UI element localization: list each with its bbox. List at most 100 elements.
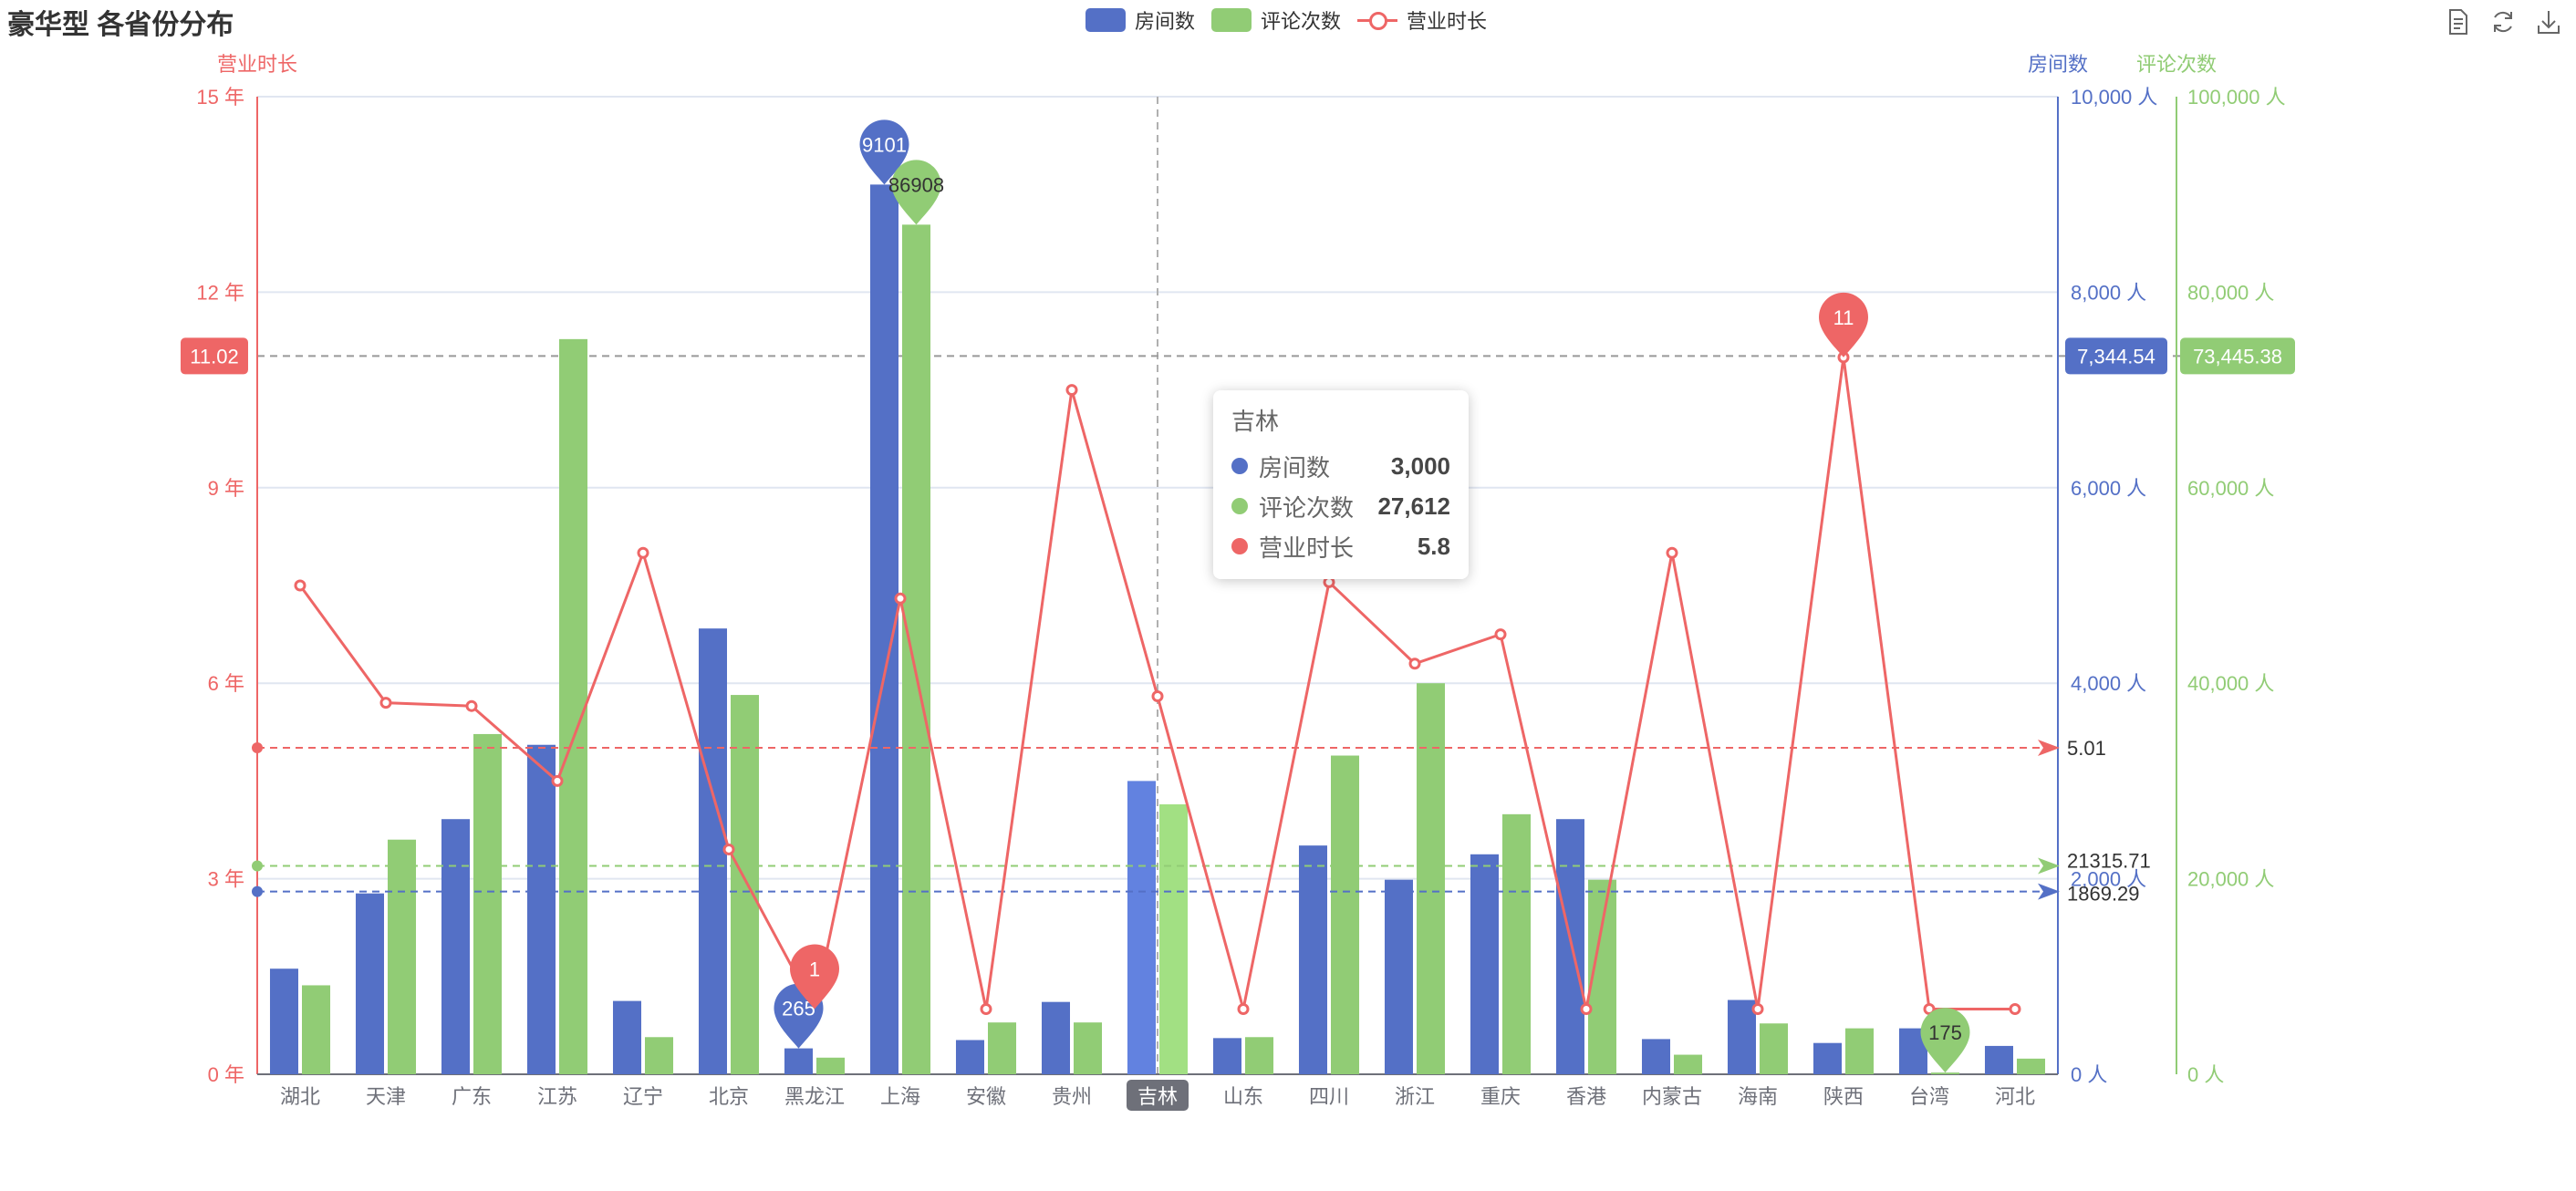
- category-label: 贵州: [1052, 1085, 1092, 1108]
- line-duration-point: [1494, 628, 1507, 641]
- line-duration-point: [1408, 658, 1421, 670]
- right-axis-rooms-name: 房间数: [2028, 53, 2088, 76]
- line-duration-point: [1237, 1003, 1250, 1016]
- bar-rooms: [355, 893, 384, 1074]
- bar-rooms: [1984, 1045, 2013, 1074]
- left-axis-tick-label: 9 年: [208, 477, 244, 500]
- bar-rooms: [1384, 879, 1413, 1074]
- legend-swatch-rooms: [1085, 8, 1126, 32]
- tooltip: 吉林 房间数 3,000 评论次数 27,612 营业时长 5.8: [1213, 390, 1469, 579]
- tooltip-dot-rooms: [1231, 458, 1248, 474]
- tooltip-label-duration: 营业时长: [1259, 533, 1355, 562]
- bar-comments: [1760, 1023, 1789, 1074]
- category-label: 安徽: [966, 1085, 1006, 1108]
- bar-comments: [645, 1037, 674, 1074]
- bar-rooms: [1127, 781, 1156, 1074]
- legend-item-comments[interactable]: 评论次数: [1211, 5, 1341, 35]
- tooltip-dot-duration: [1231, 538, 1248, 554]
- line-duration-point: [379, 697, 392, 709]
- bar-comments: [302, 985, 331, 1074]
- category-label: 广东: [452, 1085, 492, 1108]
- bar-rooms: [1470, 854, 1499, 1074]
- left-axis-tick-label: 6 年: [208, 672, 244, 695]
- tooltip-dot-comments: [1231, 498, 1248, 514]
- bar-rooms: [784, 1048, 813, 1074]
- mark-line-label: 5.01: [2067, 737, 2106, 760]
- line-duration-point: [1923, 1003, 1936, 1016]
- category-label: 内蒙古: [1642, 1085, 1702, 1108]
- category-label: 山东: [1223, 1085, 1263, 1108]
- mark-line-arrow: [2038, 739, 2060, 756]
- tooltip-title: 吉林: [1231, 408, 1280, 435]
- tooltip-label-rooms: 房间数: [1259, 453, 1331, 482]
- category-label: 香港: [1566, 1085, 1606, 1108]
- category-label: 上海: [880, 1085, 920, 1108]
- category-highlight-badge: [1127, 1080, 1189, 1111]
- bar-comments: [902, 224, 931, 1074]
- legend-item-rooms[interactable]: 房间数: [1085, 5, 1195, 35]
- bar-comments: [559, 338, 588, 1075]
- legend-swatch-comments: [1211, 8, 1252, 32]
- right-axis-comments-tick-label: 100,000 人: [2187, 86, 2286, 109]
- axis-pointer-rooms-label: 7,344.54: [2077, 345, 2155, 368]
- category-label: 黑龙江: [784, 1085, 845, 1108]
- legend: 房间数 评论次数 营业时长: [1085, 5, 1503, 35]
- line-duration-point: [894, 592, 907, 605]
- bar-comments: [1931, 1072, 1960, 1074]
- line-duration-point: [980, 1003, 992, 1016]
- category-label: 海南: [1738, 1085, 1778, 1108]
- mark-point-pin: [1920, 1008, 1970, 1073]
- left-axis-tick-label: 15 年: [196, 86, 244, 109]
- refresh-icon[interactable]: [2488, 7, 2518, 36]
- bar-rooms: [441, 819, 470, 1074]
- toolbox: [2426, 7, 2563, 36]
- right-axis-comments-name: 评论次数: [2136, 53, 2217, 76]
- tooltip-row-comments: 评论次数 27,612: [1231, 486, 1450, 526]
- bar-comments: [1074, 1022, 1103, 1074]
- right-axis-rooms-tick-label: 0 人: [2071, 1063, 2107, 1086]
- left-axis-tick-label: 3 年: [208, 868, 244, 891]
- mark-point-pin: [790, 944, 839, 1010]
- mark-point-label: 9101: [862, 133, 907, 156]
- bar-rooms: [1298, 845, 1327, 1074]
- bar-rooms: [526, 744, 556, 1074]
- category-label: 江苏: [537, 1085, 577, 1108]
- bar-rooms: [698, 628, 727, 1074]
- mark-point-pin: [859, 119, 909, 185]
- bar-comments: [1674, 1054, 1703, 1074]
- category-label: 陕西: [1823, 1085, 1864, 1108]
- bar-comments: [1331, 755, 1360, 1074]
- tooltip-row-duration: 营业时长 5.8: [1231, 526, 1450, 566]
- tooltip-value-rooms: 3,000: [1390, 451, 1450, 480]
- right-axis-rooms-tick-label: 8,000 人: [2071, 281, 2146, 304]
- right-axis-rooms-tick-label: 10,000 人: [2071, 86, 2157, 109]
- mark-point-label: 1: [809, 958, 820, 981]
- bar-rooms: [1813, 1042, 1842, 1074]
- mark-point-pin: [1819, 292, 1868, 357]
- bar-comments: [1845, 1028, 1875, 1074]
- bar-comments: [473, 733, 503, 1074]
- category-label: 浙江: [1395, 1085, 1435, 1108]
- bar-comments: [988, 1022, 1017, 1074]
- bar-rooms: [1555, 819, 1584, 1074]
- mark-line-label: 1869.29: [2067, 883, 2140, 906]
- left-axis-name: 营业时长: [217, 53, 297, 76]
- left-axis-tick-label: 0 年: [208, 1063, 244, 1086]
- left-axis-tick-label: 12 年: [196, 281, 244, 304]
- line-duration-point: [1751, 1003, 1764, 1016]
- mark-line-label: 21315.71: [2067, 849, 2151, 872]
- axis-pointer-left-label: 11.02: [190, 345, 238, 368]
- axis-pointer-comments-label-badge: [2180, 337, 2295, 375]
- legend-label-comments: 评论次数: [1261, 10, 1342, 33]
- bar-rooms: [1212, 1038, 1241, 1074]
- legend-item-duration[interactable]: 营业时长: [1357, 5, 1487, 35]
- document-icon[interactable]: [2443, 7, 2472, 36]
- download-icon[interactable]: [2534, 7, 2563, 36]
- bar-comments: [816, 1057, 846, 1074]
- axis-pointer-comments-label: 73,445.38: [2193, 345, 2282, 368]
- line-duration-point: [1065, 384, 1078, 397]
- line-duration-point: [551, 774, 564, 787]
- line-duration-point: [1580, 1003, 1593, 1016]
- bar-comments: [1159, 803, 1189, 1074]
